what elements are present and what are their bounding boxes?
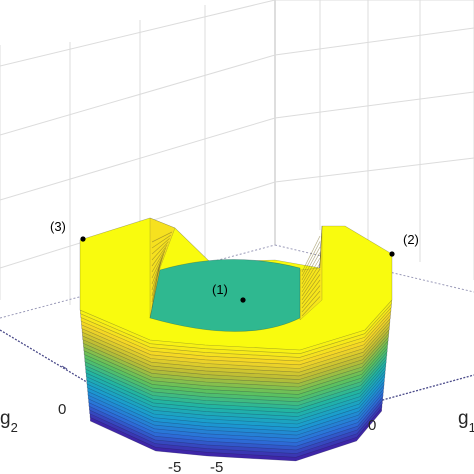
inner-wall-stripe — [151, 238, 170, 255]
inner-wall-stripe — [301, 296, 321, 317]
grid-line — [0, 117, 276, 201]
annotation-points: (1) (2) (3) — [50, 219, 419, 303]
surface-layers — [79, 217, 393, 462]
inner-wall-stripe — [151, 231, 173, 243]
inner-wall-stripe — [151, 234, 171, 249]
g2-tick-label: 0 — [58, 401, 66, 418]
tick-labels: -5 0 -5 0 — [58, 401, 376, 474]
g2-tick-label: -5 — [168, 459, 181, 474]
inner-wall-stripe — [301, 263, 321, 293]
annotation-label-2: (2) — [403, 232, 419, 247]
g1-tick-label: -5 — [210, 459, 223, 474]
annotation-label-1: (1) — [212, 282, 228, 297]
inner-wall-stripe — [301, 235, 321, 273]
grid-line — [274, 157, 474, 183]
grid-line — [0, 54, 276, 136]
inner-wall-stripe — [301, 279, 321, 305]
inner-wall-stripe — [151, 247, 167, 273]
basin-floor — [149, 259, 301, 332]
inner-wall-stripe — [151, 251, 166, 279]
inner-wall-stripe — [301, 274, 321, 301]
inner-wall-stripe — [301, 268, 321, 297]
inner-wall-stripe — [151, 241, 169, 261]
inner-wall-stripe — [301, 246, 321, 281]
annotation-point-3 — [80, 236, 86, 242]
axes-grid — [0, 0, 474, 305]
g2-axis-label: g2 — [0, 408, 18, 435]
inner-wall-stripe — [301, 252, 321, 285]
inner-wall-stripe — [151, 267, 160, 309]
grid-line — [274, 91, 474, 119]
g1-tick-label: 0 — [368, 417, 376, 434]
grid-line — [274, 27, 474, 56]
g1-axis-label: g1 — [458, 408, 474, 435]
inner-wall-stripe — [301, 257, 321, 289]
tick-mark — [61, 365, 68, 370]
inner-wall-stripe — [301, 285, 321, 309]
inner-wall-stripe — [151, 244, 168, 267]
annotation-point-2 — [389, 251, 395, 257]
annotation-label-3: (3) — [50, 219, 66, 234]
inner-wall-stripe — [301, 290, 321, 313]
grid-line — [0, 0, 276, 67]
inner-wall-left — [149, 217, 176, 319]
floor-back-left-edge — [0, 244, 276, 319]
inner-wall-stripe — [301, 241, 321, 277]
annotation-point-1 — [240, 297, 246, 303]
